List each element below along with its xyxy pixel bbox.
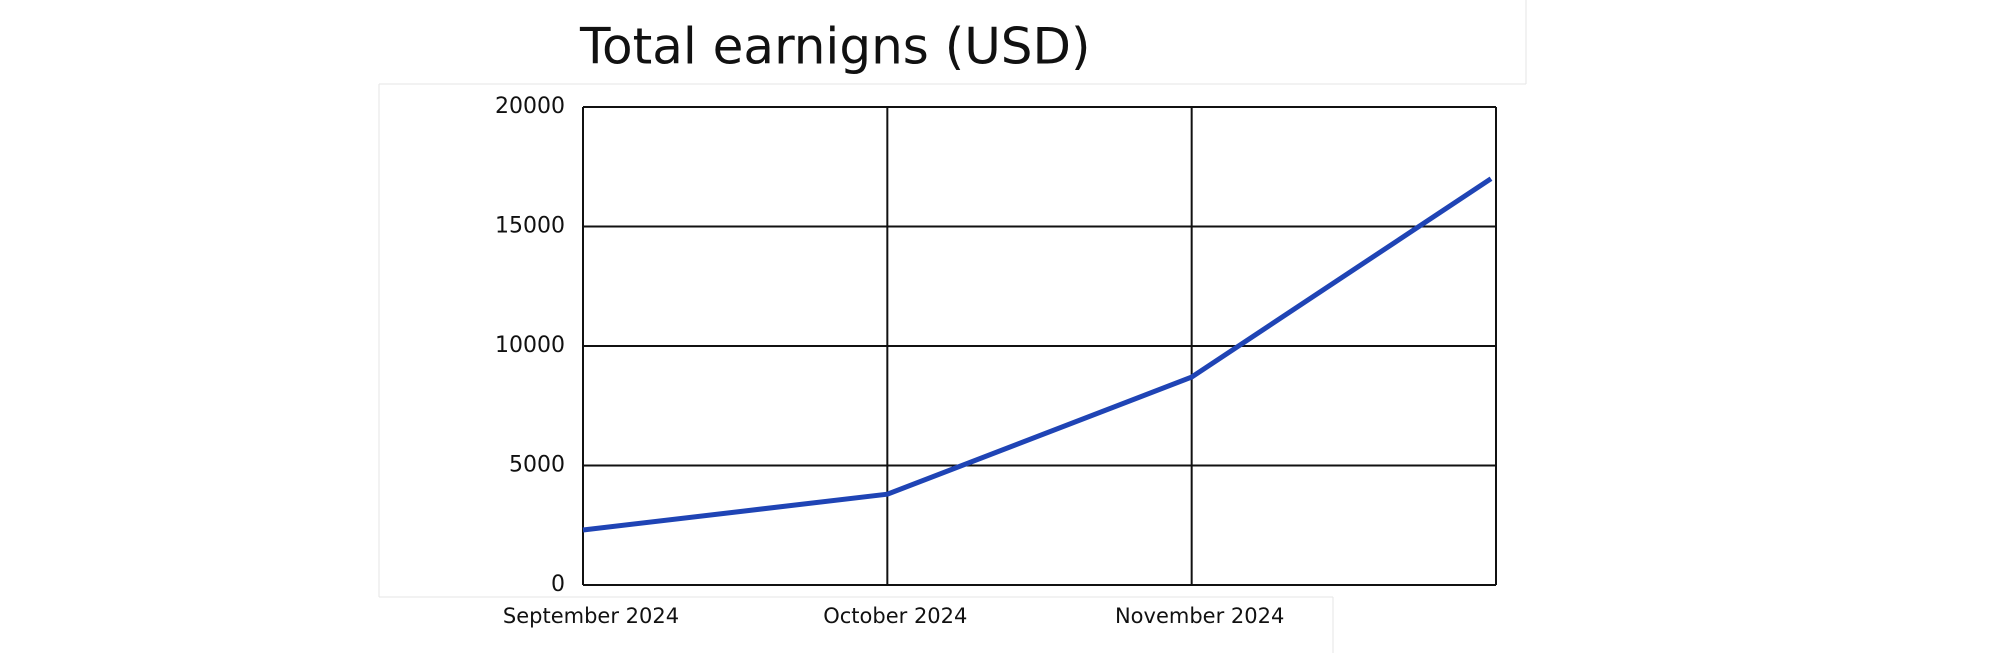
y-tick-label: 5000 xyxy=(509,453,565,478)
panel-outline xyxy=(378,0,1527,653)
x-tick-label: November 2024 xyxy=(1115,604,1284,628)
x-tick-label: October 2024 xyxy=(823,604,967,628)
y-tick-label: 10000 xyxy=(495,333,565,358)
y-tick-label: 0 xyxy=(551,572,565,597)
x-tick-label: September 2024 xyxy=(503,604,679,628)
y-tick-label: 15000 xyxy=(495,214,565,239)
chart-title: Total earnigns (USD) xyxy=(579,18,1091,76)
y-tick-label: 20000 xyxy=(495,94,565,119)
data-line xyxy=(582,176,1493,533)
